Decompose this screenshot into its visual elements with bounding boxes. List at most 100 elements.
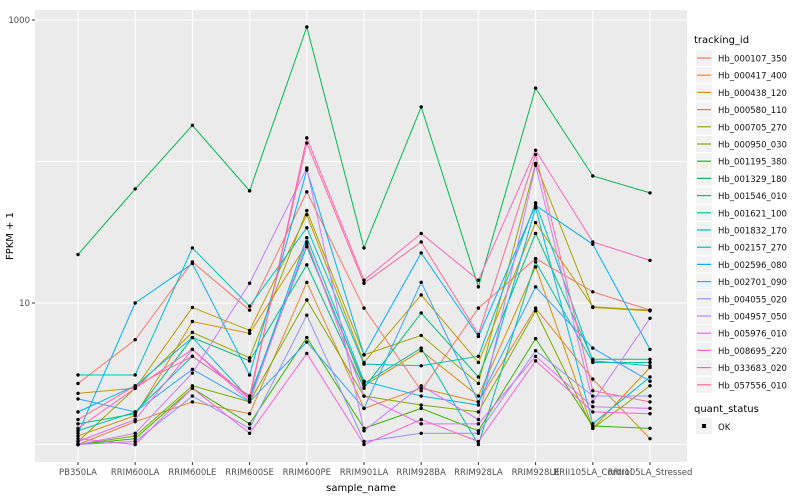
data-point (247, 281, 252, 285)
data-point (533, 260, 538, 264)
data-point (533, 163, 538, 168)
data-point (247, 422, 252, 426)
legend-label: Hb_002596_080 (718, 261, 787, 271)
data-point (533, 309, 538, 313)
data-point (133, 434, 137, 438)
data-point (190, 347, 195, 352)
quant-ok-point-icon (702, 424, 706, 428)
data-point (305, 280, 309, 285)
data-point (419, 431, 423, 435)
data-point (133, 410, 137, 414)
data-point (533, 220, 538, 225)
data-point (362, 429, 366, 433)
data-point (190, 400, 195, 404)
data-point (591, 404, 595, 409)
x-tick-label: PB350LA (59, 468, 97, 478)
x-tick-label: RRIM600PE (283, 468, 331, 478)
data-point (305, 208, 309, 213)
data-point (648, 347, 652, 352)
legend-item-Hb_004957_050: Hb_004957_050 (696, 308, 787, 324)
data-point (476, 278, 481, 282)
legend-item-Hb_008695_220: Hb_008695_220 (696, 342, 787, 359)
data-point (76, 252, 80, 257)
data-point (305, 351, 309, 356)
data-point (648, 400, 652, 404)
data-point (419, 231, 423, 236)
data-point (362, 442, 366, 447)
data-point (476, 332, 481, 337)
legend-label: Hb_000107_350 (718, 55, 787, 65)
data-point (648, 406, 652, 411)
data-point (476, 417, 481, 422)
legend-item-Hb_002596_080: Hb_002596_080 (696, 256, 787, 273)
data-point (133, 384, 137, 388)
data-point (190, 305, 195, 310)
data-point (476, 375, 481, 379)
data-point (133, 436, 137, 441)
data-point (362, 246, 366, 250)
data-point (419, 280, 423, 285)
data-point (533, 306, 538, 310)
data-point (648, 379, 652, 383)
data-point (591, 305, 595, 310)
data-point (190, 367, 195, 371)
data-point (648, 360, 652, 365)
data-point (362, 379, 366, 383)
data-point (476, 400, 481, 404)
legend-label: Hb_001195_380 (718, 158, 787, 168)
data-point (362, 362, 366, 366)
data-point (305, 298, 309, 302)
data-point (419, 406, 423, 411)
data-point (190, 330, 195, 335)
data-point (133, 301, 137, 305)
legend-label: Hb_002701_090 (718, 278, 787, 288)
legend-item-Hb_000580_110: Hb_000580_110 (696, 101, 787, 118)
x-tick-label: RRIM600SE (225, 468, 274, 478)
y-tick-label: 10 (19, 299, 30, 309)
legend-title-quant-status: quant_status (694, 404, 759, 415)
data-point (305, 244, 309, 249)
x-tick-label: RRIM928BA (396, 468, 446, 478)
legend-item-Hb_000417_400: Hb_000417_400 (696, 67, 787, 84)
data-point (591, 290, 595, 294)
data-point (76, 439, 80, 444)
data-point (362, 394, 366, 398)
data-point (591, 377, 595, 381)
data-point (591, 346, 595, 350)
data-point (476, 410, 481, 414)
data-point (247, 431, 252, 435)
data-point (362, 353, 366, 357)
data-point (419, 422, 423, 426)
legend-item-Hb_001546_010: Hb_001546_010 (696, 187, 787, 204)
data-point (476, 354, 481, 359)
legend-item-Hb_000438_120: Hb_000438_120 (696, 84, 787, 101)
data-point (190, 371, 195, 375)
data-point (133, 373, 137, 377)
data-point (190, 386, 195, 390)
data-point (419, 333, 423, 338)
data-point (648, 364, 652, 368)
legend-item-Hb_001832_170: Hb_001832_170 (696, 222, 787, 238)
data-point (305, 190, 309, 194)
data-point (419, 384, 423, 388)
legend-item-Hb_033683_020: Hb_033683_020 (696, 359, 787, 376)
data-point (305, 313, 309, 317)
data-point (305, 240, 309, 244)
data-point (76, 431, 80, 435)
y-tick-label: 1000 (8, 16, 30, 26)
data-point (533, 231, 538, 236)
data-point (247, 356, 252, 360)
data-point (247, 394, 252, 398)
legend-label: Hb_033683_020 (718, 364, 787, 374)
data-point (76, 381, 80, 386)
data-point (591, 394, 595, 398)
data-point (305, 136, 309, 140)
data-point (190, 354, 195, 359)
data-point (133, 417, 137, 422)
data-point (362, 406, 366, 411)
data-point (533, 86, 538, 90)
data-point (76, 442, 80, 447)
data-point (133, 431, 137, 435)
data-point (591, 389, 595, 393)
y-axis-title: FPKM + 1 (5, 212, 16, 260)
